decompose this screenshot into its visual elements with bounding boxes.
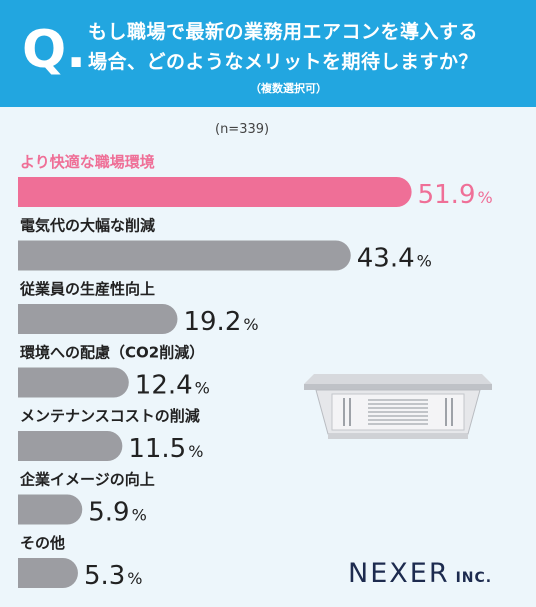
question-mark-label: Q. bbox=[22, 20, 86, 80]
value-label: 11.5% bbox=[128, 434, 203, 464]
logo-name: NEXER bbox=[348, 558, 450, 589]
logo-suffix: INC. bbox=[455, 570, 493, 586]
sample-size-label: (n=339) bbox=[215, 122, 270, 137]
value-label: 5.9% bbox=[88, 498, 147, 528]
multiple-choice-note: （複数選択可） bbox=[250, 82, 327, 95]
value-label: 5.3% bbox=[84, 561, 143, 591]
bar bbox=[18, 240, 351, 271]
bar-left-edge bbox=[18, 240, 48, 271]
question-text-line2: 場合、どのようなメリットを期待しますか？ bbox=[88, 51, 479, 73]
question-header: Q. もし職場で最新の業務用エアコンを導入する 場合、どのようなメリットを期待し… bbox=[0, 0, 536, 107]
value-label: 12.4% bbox=[135, 371, 210, 401]
value-label: 43.4% bbox=[357, 244, 432, 274]
bar-left-edge bbox=[18, 558, 48, 588]
air-conditioner-illustration bbox=[304, 374, 492, 439]
category-label: その他 bbox=[20, 534, 65, 552]
bar-left-edge bbox=[18, 367, 48, 398]
bar-left-edge bbox=[18, 177, 48, 207]
bar bbox=[18, 304, 178, 334]
bar-left-edge bbox=[18, 431, 48, 461]
category-label: 電気代の大幅な削減 bbox=[20, 217, 155, 235]
nexer-logo: NEXER INC. bbox=[348, 558, 492, 589]
value-label: 51.9% bbox=[418, 180, 493, 210]
value-label: 19.2% bbox=[183, 307, 258, 337]
bar-left-edge bbox=[18, 304, 48, 334]
category-label: メンテナンスコストの削減 bbox=[20, 407, 200, 425]
category-label: 従業員の生産性向上 bbox=[19, 280, 155, 298]
category-label: 環境への配慮（CO2削減） bbox=[20, 344, 204, 362]
bar bbox=[18, 177, 412, 207]
bar-left-edge bbox=[18, 494, 48, 525]
category-label: 企業イメージの向上 bbox=[19, 471, 155, 489]
category-label: より快適な職場環境 bbox=[20, 153, 155, 171]
question-text-line1: もし職場で最新の業務用エアコンを導入する bbox=[88, 21, 479, 43]
